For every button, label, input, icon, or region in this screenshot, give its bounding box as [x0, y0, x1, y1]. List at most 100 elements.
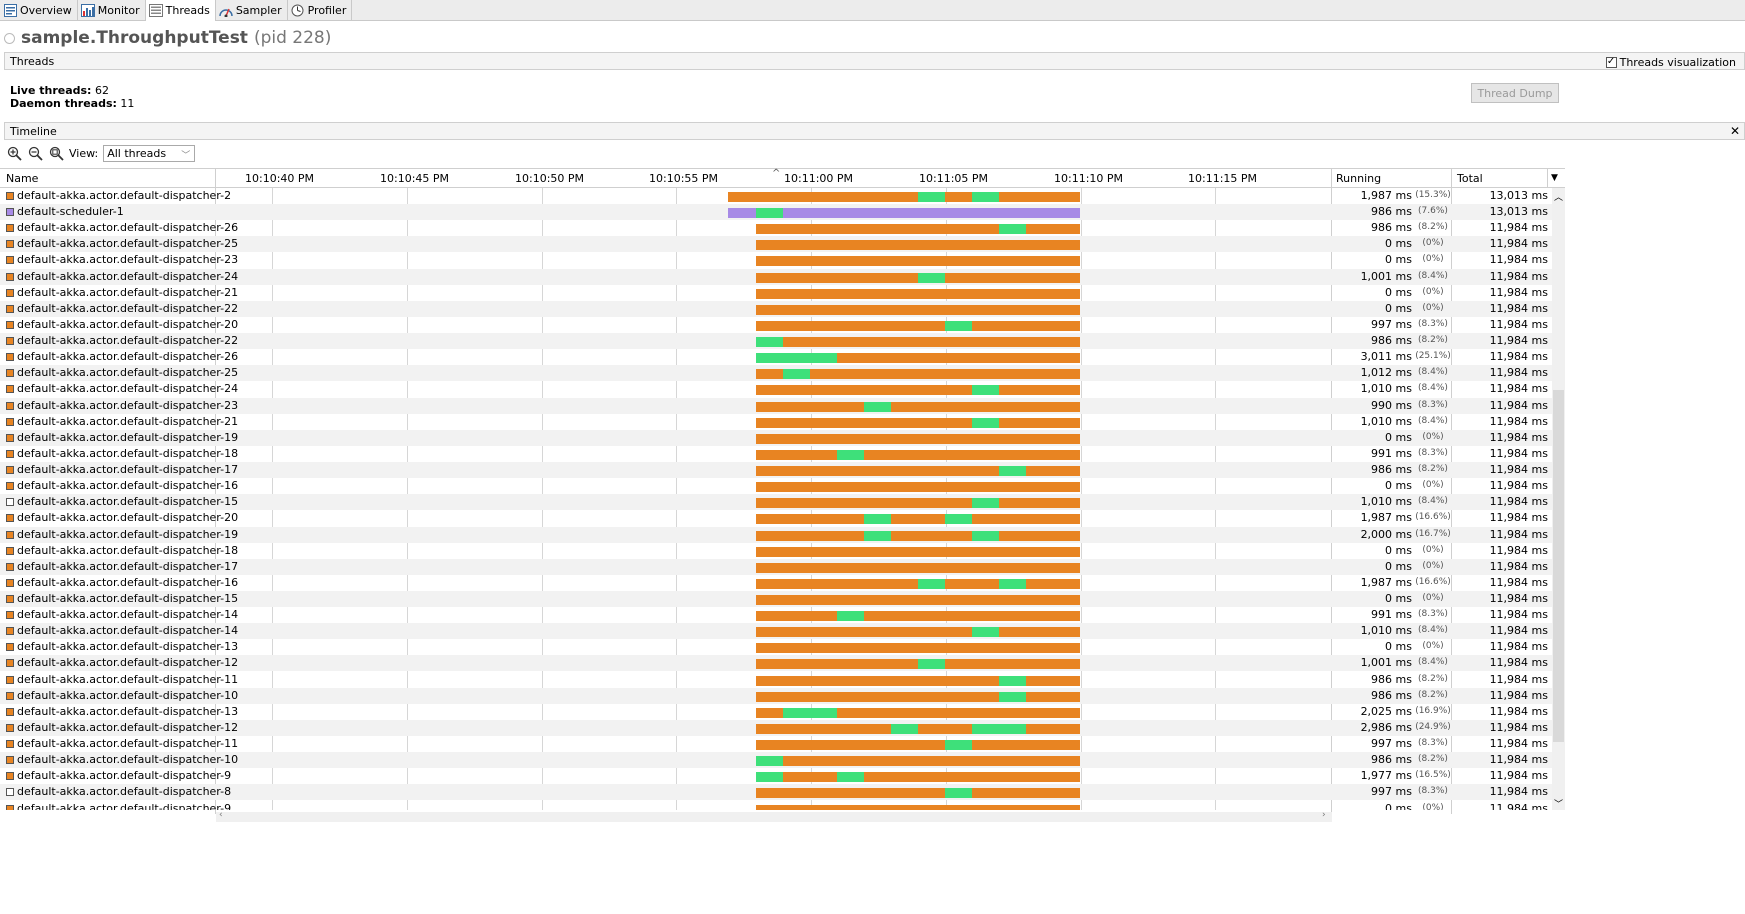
thread-row[interactable]: default-akka.actor.default-dispatcher-18… [0, 543, 1552, 559]
state-segment [756, 692, 999, 702]
thread-row[interactable]: default-akka.actor.default-dispatcher-11… [0, 672, 1552, 688]
thread-row[interactable]: default-akka.actor.default-dispatcher-10… [0, 752, 1552, 768]
thread-row[interactable]: default-akka.actor.default-dispatcher-16… [0, 575, 1552, 591]
running-segment [972, 192, 999, 202]
thread-timeline-bar [756, 256, 1080, 266]
column-menu-icon[interactable]: ▼ [1551, 173, 1558, 183]
thread-running-time: 0 ms [1385, 544, 1412, 557]
state-segment [891, 402, 1080, 412]
state-segment [972, 740, 1080, 750]
thread-table: default-akka.actor.default-dispatcher-2 1… [0, 188, 1552, 810]
thread-row[interactable]: default-akka.actor.default-dispatcher-19… [0, 527, 1552, 543]
thread-row[interactable]: default-akka.actor.default-dispatcher-11… [0, 736, 1552, 752]
scroll-left-icon[interactable]: ‹ [219, 810, 223, 820]
thread-running-percent: (8.4%) [1418, 367, 1448, 377]
thread-row[interactable]: default-akka.actor.default-dispatcher-26… [0, 349, 1552, 365]
thread-row[interactable]: default-akka.actor.default-dispatcher-26… [0, 220, 1552, 236]
thread-row[interactable]: default-akka.actor.default-dispatcher-21… [0, 285, 1552, 301]
thread-row[interactable]: default-akka.actor.default-dispatcher-8 9… [0, 784, 1552, 800]
thread-row[interactable]: default-akka.actor.default-dispatcher-20… [0, 317, 1552, 333]
thread-row[interactable]: default-akka.actor.default-dispatcher-21… [0, 414, 1552, 430]
thread-running-time: 0 ms [1385, 237, 1412, 250]
column-header-name[interactable]: Name [6, 171, 39, 185]
close-icon[interactable]: ✕ [1729, 124, 1740, 138]
column-header-running[interactable]: Running [1336, 171, 1382, 185]
thread-row[interactable]: default-akka.actor.default-dispatcher-9 1… [0, 768, 1552, 784]
thread-row[interactable]: default-akka.actor.default-dispatcher-23… [0, 252, 1552, 268]
thread-row[interactable]: default-akka.actor.default-dispatcher-16… [0, 478, 1552, 494]
thread-row[interactable]: default-akka.actor.default-dispatcher-10… [0, 688, 1552, 704]
thread-running-time: 0 ms [1385, 640, 1412, 653]
thread-row[interactable]: default-akka.actor.default-dispatcher-13… [0, 639, 1552, 655]
tab-sampler[interactable]: Sampler [216, 0, 288, 20]
thread-row[interactable]: default-akka.actor.default-dispatcher-25… [0, 236, 1552, 252]
thread-total-time: 11,984 ms [1489, 656, 1548, 669]
thread-state-icon [6, 659, 14, 667]
view-select[interactable]: All threads ﹀ [103, 144, 196, 162]
thread-running-time: 986 ms [1371, 753, 1412, 766]
threads-visualization-toggle[interactable]: ✓ Threads visualization [1605, 53, 1736, 71]
thread-total-time: 11,984 ms [1489, 382, 1548, 395]
thread-running-time: 2,000 ms [1360, 528, 1412, 541]
thread-timeline-bar [756, 788, 1080, 798]
thread-row[interactable]: default-akka.actor.default-dispatcher-22… [0, 301, 1552, 317]
horizontal-scrollbar[interactable] [216, 812, 1332, 822]
thread-total-time: 11,984 ms [1489, 350, 1548, 363]
thread-running-time: 1,987 ms [1360, 511, 1412, 524]
vertical-scrollbar-thumb[interactable] [1553, 390, 1564, 742]
thread-dump-button[interactable]: Thread Dump [1471, 83, 1559, 103]
thread-row[interactable]: default-akka.actor.default-dispatcher-24… [0, 381, 1552, 397]
thread-row[interactable]: default-akka.actor.default-dispatcher-17… [0, 559, 1552, 575]
thread-running-time: 986 ms [1371, 673, 1412, 686]
running-segment [972, 724, 1026, 734]
profiler-icon [291, 3, 305, 17]
thread-row[interactable]: default-akka.actor.default-dispatcher-14… [0, 623, 1552, 639]
thread-row[interactable]: default-akka.actor.default-dispatcher-12… [0, 720, 1552, 736]
zoom-in-icon[interactable] [6, 145, 22, 161]
thread-timeline-bar [756, 273, 1080, 283]
thread-row[interactable]: default-akka.actor.default-dispatcher-17… [0, 462, 1552, 478]
thread-row[interactable]: default-akka.actor.default-dispatcher-20… [0, 510, 1552, 526]
tab-profiler[interactable]: Profiler [288, 0, 353, 20]
thread-row[interactable]: default-akka.actor.default-dispatcher-22… [0, 333, 1552, 349]
tab-threads[interactable]: Threads [145, 0, 216, 21]
zoom-fit-icon[interactable] [48, 145, 64, 161]
scroll-right-icon[interactable]: › [1322, 810, 1326, 820]
thread-row[interactable]: default-akka.actor.default-dispatcher-15… [0, 494, 1552, 510]
thread-running-time: 991 ms [1371, 608, 1412, 621]
scroll-down-icon[interactable]: ﹀ [1554, 800, 1564, 810]
process-id: (pid 228) [253, 28, 332, 48]
state-segment [972, 788, 1080, 798]
thread-row[interactable]: default-akka.actor.default-dispatcher-23… [0, 398, 1552, 414]
scroll-up-icon[interactable]: ︿ [1554, 193, 1564, 203]
thread-row[interactable]: default-akka.actor.default-dispatcher-12… [0, 655, 1552, 671]
thread-row[interactable]: default-akka.actor.default-dispatcher-18… [0, 446, 1552, 462]
thread-row[interactable]: default-akka.actor.default-dispatcher-19… [0, 430, 1552, 446]
state-segment [837, 353, 1080, 363]
thread-state-icon [6, 772, 14, 780]
thread-timeline-bar [756, 547, 1080, 557]
thread-running-time: 997 ms [1371, 737, 1412, 750]
thread-state-icon [6, 805, 14, 810]
checkbox-checked-icon[interactable]: ✓ [1605, 56, 1617, 68]
thread-row[interactable]: default-akka.actor.default-dispatcher-9 0… [0, 801, 1552, 810]
thread-name: default-akka.actor.default-dispatcher-26 [17, 221, 239, 234]
thread-row[interactable]: default-akka.actor.default-dispatcher-25… [0, 365, 1552, 381]
thread-row[interactable]: default-scheduler-1 986 ms (7.6%) 13,013 ms [0, 204, 1552, 220]
thread-row[interactable]: default-akka.actor.default-dispatcher-15… [0, 591, 1552, 607]
thread-timeline-bar [756, 756, 1080, 766]
state-segment [999, 192, 1080, 202]
zoom-out-icon[interactable] [27, 145, 43, 161]
tab-monitor[interactable]: Monitor [78, 0, 146, 20]
running-segment [999, 676, 1026, 686]
tab-overview[interactable]: Overview [0, 0, 78, 20]
running-segment [918, 659, 945, 669]
thread-row[interactable]: default-akka.actor.default-dispatcher-24… [0, 269, 1552, 285]
state-segment [918, 724, 972, 734]
thread-row[interactable]: default-akka.actor.default-dispatcher-13… [0, 704, 1552, 720]
thread-row[interactable]: default-akka.actor.default-dispatcher-14… [0, 607, 1552, 623]
thread-total-time: 11,984 ms [1489, 592, 1548, 605]
thread-running-time: 2,025 ms [1360, 705, 1412, 718]
column-header-total[interactable]: Total [1457, 171, 1483, 185]
